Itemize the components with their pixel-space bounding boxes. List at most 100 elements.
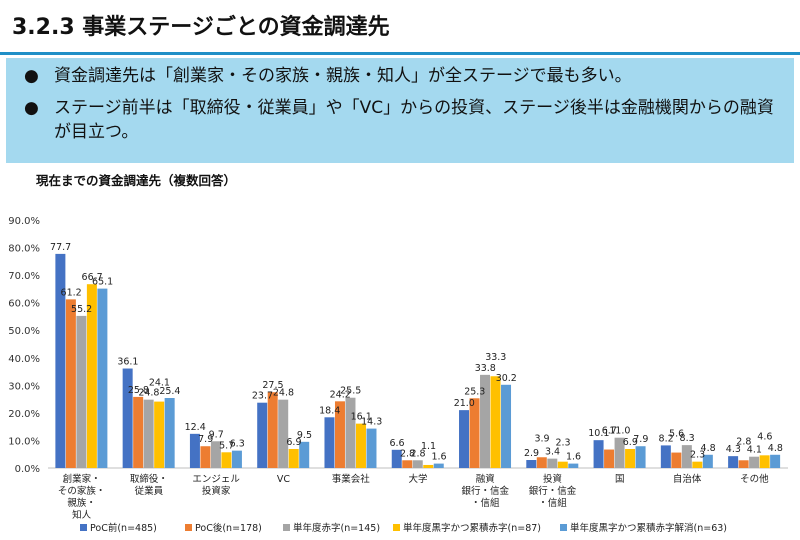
data-label: 33.3	[485, 352, 506, 363]
legend-label: 単年度黒字かつ累積赤字(n=87)	[403, 522, 541, 534]
data-label: 1.6	[566, 452, 581, 463]
bar	[189, 433, 200, 468]
bar	[557, 461, 568, 468]
data-label: 9.7	[209, 429, 224, 440]
x-tick-label: その家族・	[58, 485, 106, 497]
legend-label: PoC前(n=485)	[90, 522, 157, 534]
data-label: 1.1	[421, 441, 436, 452]
bar	[65, 299, 76, 468]
data-label: 2.3	[690, 450, 705, 461]
bar	[402, 460, 413, 468]
x-tick-label: 銀行・信金	[529, 485, 577, 497]
data-label: 61.2	[61, 287, 82, 298]
bar	[267, 392, 278, 468]
data-label: 55.2	[71, 304, 92, 315]
bar	[97, 288, 108, 468]
bar	[480, 374, 491, 468]
bar	[625, 448, 636, 468]
bar	[692, 461, 703, 468]
data-label: 18.4	[319, 405, 340, 416]
bar	[288, 448, 299, 468]
bar	[278, 399, 289, 468]
data-label: 7.9	[198, 434, 213, 445]
data-label: 9.5	[297, 430, 312, 441]
data-label: 7.9	[633, 434, 648, 445]
bar	[526, 460, 537, 468]
bar	[681, 445, 692, 468]
legend-swatch	[185, 524, 192, 531]
data-label: 2.8	[400, 448, 415, 459]
data-label: 24.8	[138, 388, 159, 399]
data-label: 3.9	[534, 433, 549, 444]
bar	[433, 463, 444, 468]
data-label: 4.1	[747, 445, 762, 456]
data-label: 5.7	[219, 440, 234, 451]
x-tick-label: 自治体	[673, 473, 702, 485]
bar	[738, 460, 749, 468]
x-tick-label: 親族・	[67, 497, 96, 509]
y-tick-label: 20.0%	[8, 409, 40, 420]
data-label: 5.6	[669, 429, 684, 440]
data-label: 6.9	[286, 437, 301, 448]
bullet-dot-icon: ●	[24, 66, 39, 86]
bar	[164, 398, 175, 468]
bar	[660, 445, 671, 468]
y-tick-label: 40.0%	[8, 354, 40, 365]
data-label: 11.0	[609, 426, 630, 437]
legend-label: 単年度赤字(n=145)	[293, 522, 380, 534]
data-label: 25.3	[464, 386, 485, 397]
data-label: 4.8	[701, 443, 716, 454]
legend-swatch	[393, 524, 400, 531]
bar	[143, 399, 154, 468]
bar	[210, 441, 221, 468]
y-tick-label: 60.0%	[8, 299, 40, 310]
x-tick-label: ・信組	[538, 497, 567, 509]
summary-bullet-text: ステージ前半は「取締役・従業員」や「VC」からの投資、ステージ後半は金融機関から…	[54, 98, 774, 142]
bar	[749, 456, 760, 468]
bar	[154, 401, 165, 468]
bar	[55, 253, 66, 468]
data-label: 4.3	[726, 444, 741, 455]
bar	[231, 450, 242, 468]
y-tick-label: 0.0%	[15, 464, 40, 475]
data-label: 10.1	[588, 428, 609, 439]
data-label: 77.7	[50, 242, 71, 253]
bar	[501, 384, 512, 468]
data-label: 36.1	[117, 357, 138, 368]
bar	[122, 368, 133, 468]
x-tick-label: 国	[615, 474, 625, 485]
data-label: 14.3	[361, 417, 382, 428]
bar	[324, 417, 335, 468]
bar-chart: 0.0% 10.0% 20.0% 30.0% 40.0% 50.0% 60.0% 70.0% 8…	[8, 216, 788, 534]
data-label: 25.4	[159, 386, 180, 397]
x-tick-label: その他	[740, 473, 769, 485]
x-tick-label: 融資	[476, 473, 495, 485]
legend-swatch	[560, 524, 567, 531]
legend-swatch	[283, 524, 290, 531]
data-label: 6.6	[389, 438, 404, 449]
bar	[547, 458, 558, 468]
x-tick-label: 事業会社	[332, 473, 371, 485]
bar	[133, 396, 144, 468]
bar	[614, 437, 625, 468]
data-label: 2.3	[555, 438, 570, 449]
bullet-dot-icon: ●	[24, 98, 39, 118]
legend-label: 単年度黒字かつ累積赤字解消(n=63)	[570, 522, 727, 534]
data-label: 8.2	[659, 433, 674, 444]
data-label: 12.4	[185, 422, 206, 433]
y-tick-label: 30.0%	[8, 381, 40, 392]
x-tick-label: 知人	[72, 509, 92, 521]
bar	[759, 455, 770, 468]
data-label: 2.9	[524, 448, 539, 459]
data-label: 1.6	[431, 452, 446, 463]
x-tick-label: 創業家・	[63, 473, 101, 485]
bar	[490, 376, 501, 468]
x-tick-label: 投資	[543, 473, 562, 485]
bar	[334, 401, 345, 468]
data-label: 21.0	[454, 398, 475, 409]
chart-title: 現在までの資金調達先（複数回答）	[36, 173, 237, 188]
data-label: 24.8	[273, 388, 294, 399]
bar	[86, 284, 97, 468]
summary-bullet: ● 資金調達先は「創業家・その家族・親族・知人」が全ステージで最も多い。	[24, 64, 784, 88]
data-label: 4.6	[757, 431, 772, 442]
